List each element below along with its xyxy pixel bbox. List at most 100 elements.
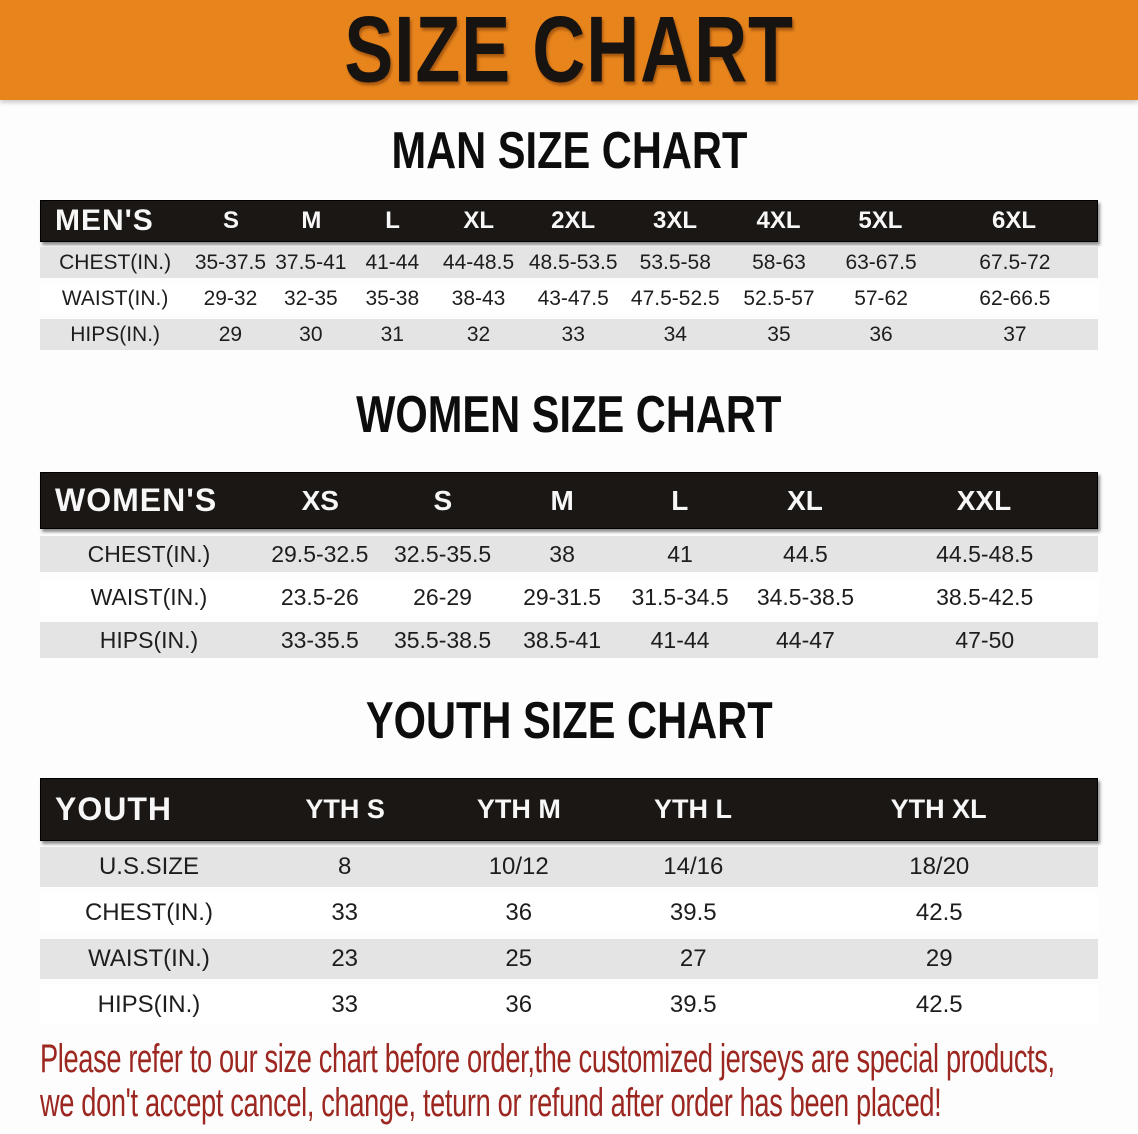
row-label: HIPS(IN.) (99, 626, 199, 653)
size-value: 34 (663, 322, 687, 346)
size-value: 58-63 (752, 250, 806, 274)
banner-title: SIZE CHART (344, 0, 794, 102)
size-value: 43-47.5 (537, 286, 609, 310)
size-value: 42.5 (915, 991, 963, 1018)
size-value: 26-29 (413, 583, 472, 610)
size-value: 41-44 (365, 250, 420, 274)
table-row: U.S.SIZE 8 10/12 14/16 18/20 (40, 847, 1098, 887)
size-value: 33-35.5 (280, 626, 359, 653)
size-value: 36 (505, 991, 533, 1018)
table-youth: YOUTH YTH S YTH M YTH L YTH XL U.S.SIZE 8 10/12… (40, 778, 1098, 1025)
size-value: 37 (1003, 322, 1027, 346)
size-chart-banner: SIZE CHART (0, 0, 1138, 102)
size-value: 23 (331, 945, 359, 972)
size-value: 36 (869, 322, 893, 346)
size-value: 38-43 (451, 286, 506, 310)
size-value: 32-35 (283, 286, 338, 310)
heading-text-mens: MAN SIZE CHART (391, 122, 747, 180)
table-title-womens: WOMEN'S (55, 482, 218, 518)
size-value: 41-44 (650, 626, 710, 653)
size-value: 29 (925, 945, 953, 972)
heading-text-womens: WOMEN SIZE CHART (356, 386, 782, 444)
size-col-header: XXL (956, 484, 1012, 516)
size-col-header: M (301, 207, 322, 234)
table-row: CHEST(IN.) 29.5-32.5 32.5-35.5 38 41 44.5 44.5… (40, 536, 1098, 572)
table-title-mens: MEN'S (55, 204, 154, 237)
heading-youth: YOUTH SIZE CHART (0, 694, 1138, 748)
size-value: 35.5-38.5 (393, 626, 492, 653)
disclaimer: Please refer to our size chart before or… (40, 1037, 1138, 1125)
table-mens: MEN'S S M L XL 2XL 3XL 4XL 5XL 6XL CHEST(IN.) 35-37… (40, 200, 1098, 350)
size-value: 33 (561, 322, 585, 346)
size-col-header: 6XL (992, 207, 1037, 234)
size-value: 18/20 (909, 853, 970, 880)
size-value: 67.5-72 (979, 250, 1051, 274)
size-col-header: YTH S (305, 794, 385, 824)
size-value: 29.5-32.5 (271, 540, 369, 567)
heading-womens: WOMEN SIZE CHART (0, 388, 1138, 442)
size-value: 63-67.5 (845, 250, 917, 274)
size-value: 38.5-42.5 (936, 583, 1034, 610)
size-value: 44-48.5 (442, 250, 515, 274)
size-value: 29-32 (203, 286, 258, 310)
section-youth: YOUTH SIZE CHART YOUTH YTH S YTH M YTH L YTH … (0, 694, 1138, 1025)
row-label: WAIST(IN.) (90, 583, 208, 610)
size-value: 31 (380, 322, 404, 346)
size-value: 29 (218, 322, 243, 346)
size-value: 53.5-58 (639, 250, 711, 274)
disclaimer-line-1: Please refer to our size chart before or… (40, 1037, 1055, 1081)
size-value: 25 (505, 945, 533, 972)
size-value: 35-37.5 (194, 250, 267, 274)
size-chart-sections: MAN SIZE CHART MEN'S S M L XL 2XL 3XL 4XL 5XL 6XL C… (0, 124, 1138, 1025)
size-col-header: 4XL (756, 207, 801, 234)
table-row: CHEST(IN.) 33 36 39.5 42.5 (40, 893, 1098, 933)
size-col-header: M (550, 484, 574, 516)
table-row: HIPS(IN.) 33 36 39.5 42.5 (40, 985, 1098, 1025)
table-row: WAIST(IN.) 29-32 32-35 35-38 38-43 43-47.5 47.… (40, 283, 1098, 314)
size-value: 47-50 (955, 626, 1015, 653)
section-womens: WOMEN SIZE CHART WOMEN'S XS S M L XL XXL CHEST(I… (0, 388, 1138, 658)
size-col-header: 2XL (551, 207, 596, 234)
size-value: 48.5-53.5 (528, 250, 618, 274)
size-value: 27 (679, 945, 707, 972)
table-row: HIPS(IN.) 29 30 31 32 33 34 35 36 37 (40, 319, 1098, 350)
row-label: WAIST(IN.) (61, 286, 169, 310)
size-value: 42.5 (915, 899, 963, 926)
size-value: 30 (299, 322, 323, 346)
disclaimer-line-2: we don't accept cancel, change, teturn o… (40, 1081, 942, 1125)
size-value: 10/12 (488, 853, 549, 880)
row-label: CHEST(IN.) (59, 250, 172, 274)
size-value: 14/16 (663, 853, 724, 880)
section-mens: MAN SIZE CHART MEN'S S M L XL 2XL 3XL 4XL 5XL 6XL C… (0, 124, 1138, 350)
size-col-header: S (223, 207, 240, 234)
size-value: 32.5-35.5 (393, 540, 492, 567)
size-value: 34.5-38.5 (756, 583, 855, 610)
size-col-header: 3XL (653, 207, 698, 234)
size-value: 44.5-48.5 (936, 540, 1034, 567)
size-value: 36 (505, 899, 533, 926)
row-label: CHEST(IN.) (87, 540, 211, 567)
size-col-header: 5XL (858, 207, 903, 234)
size-value: 37.5-41 (275, 250, 347, 274)
row-label: WAIST(IN.) (88, 945, 210, 972)
size-col-header: YTH XL (890, 794, 987, 824)
size-value: 62-66.5 (979, 286, 1051, 310)
size-value: 38.5-41 (523, 626, 602, 653)
size-value: 35-38 (365, 286, 420, 310)
table-header-mens: MEN'S S M L XL 2XL 3XL 4XL 5XL 6XL (40, 200, 1098, 242)
table-title-youth: YOUTH (55, 791, 172, 827)
table-header-youth: YOUTH YTH S YTH M YTH L YTH XL (40, 778, 1098, 841)
size-value: 23.5-26 (280, 583, 359, 610)
row-label: CHEST(IN.) (84, 899, 213, 926)
size-col-header: YTH L (654, 794, 733, 824)
size-col-header: XS (301, 484, 339, 516)
size-col-header: XL (787, 484, 823, 516)
row-label: U.S.SIZE (98, 853, 199, 880)
size-col-header: XL (463, 207, 494, 234)
size-value: 8 (338, 853, 352, 880)
size-value: 33 (331, 899, 359, 926)
table-womens: WOMEN'S XS S M L XL XXL CHEST(IN.) 29.5-32.5 32.5… (40, 472, 1098, 658)
table-row: HIPS(IN.) 33-35.5 35.5-38.5 38.5-41 41-44 44-… (40, 622, 1098, 658)
heading-mens: MAN SIZE CHART (0, 124, 1138, 178)
size-col-header: YTH M (476, 794, 561, 824)
